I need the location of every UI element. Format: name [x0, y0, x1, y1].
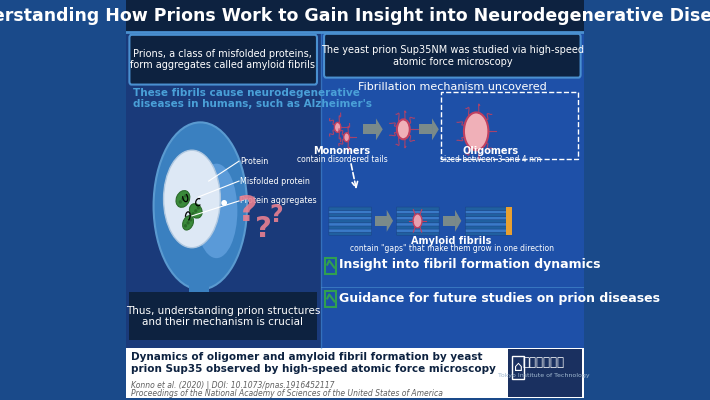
- Text: ?: ?: [255, 215, 272, 243]
- Bar: [420, 124, 432, 134]
- Text: Prions, a class of misfolded proteins,
form aggregates called amyloid fibrils: Prions, a class of misfolded proteins, f…: [131, 49, 315, 70]
- FancyBboxPatch shape: [329, 232, 371, 235]
- Polygon shape: [432, 118, 439, 140]
- FancyBboxPatch shape: [324, 34, 581, 78]
- FancyBboxPatch shape: [329, 220, 371, 223]
- FancyBboxPatch shape: [329, 216, 371, 220]
- FancyBboxPatch shape: [466, 216, 508, 220]
- Ellipse shape: [189, 218, 192, 222]
- FancyBboxPatch shape: [466, 210, 508, 214]
- Ellipse shape: [192, 212, 195, 216]
- Circle shape: [464, 112, 488, 150]
- Ellipse shape: [153, 122, 247, 290]
- FancyBboxPatch shape: [397, 213, 439, 217]
- Text: contain disordered tails: contain disordered tails: [297, 155, 388, 164]
- Bar: [126, 348, 584, 398]
- Text: ?: ?: [269, 203, 283, 227]
- Bar: [126, 32, 321, 348]
- Ellipse shape: [195, 209, 197, 213]
- FancyBboxPatch shape: [466, 226, 508, 229]
- FancyBboxPatch shape: [397, 210, 439, 214]
- Text: Dynamics of oligomer and amyloid fibril formation by yeast
prion Sup35 observed : Dynamics of oligomer and amyloid fibril …: [131, 352, 496, 374]
- Ellipse shape: [176, 191, 190, 207]
- Polygon shape: [376, 118, 383, 140]
- Ellipse shape: [163, 150, 220, 248]
- Circle shape: [413, 214, 422, 228]
- Ellipse shape: [187, 221, 190, 224]
- FancyBboxPatch shape: [329, 207, 371, 210]
- FancyBboxPatch shape: [466, 213, 508, 217]
- FancyBboxPatch shape: [329, 210, 371, 214]
- Text: Proceedings of the National Academy of Sciences of the United States of America: Proceedings of the National Academy of S…: [131, 389, 443, 398]
- Ellipse shape: [179, 200, 182, 204]
- Text: Fibrillation mechanism uncovered: Fibrillation mechanism uncovered: [358, 82, 547, 92]
- FancyBboxPatch shape: [397, 226, 439, 229]
- Bar: [364, 124, 376, 134]
- FancyBboxPatch shape: [329, 229, 371, 232]
- Ellipse shape: [197, 206, 200, 210]
- Ellipse shape: [184, 194, 187, 198]
- Text: Thus, understanding prion structures
and their mechanism is crucial: Thus, understanding prion structures and…: [126, 306, 320, 327]
- Bar: [321, 32, 584, 348]
- FancyBboxPatch shape: [329, 213, 371, 217]
- Text: Protein aggregates: Protein aggregates: [240, 196, 317, 206]
- Text: The yeast prion Sup35NM was studied via high-speed
atomic force microscopy: The yeast prion Sup35NM was studied via …: [321, 45, 584, 66]
- Bar: [506, 207, 513, 235]
- Bar: [443, 216, 455, 226]
- Ellipse shape: [190, 204, 202, 218]
- Text: Insight into fibril formation dynamics: Insight into fibril formation dynamics: [339, 258, 601, 271]
- Ellipse shape: [181, 197, 185, 201]
- Polygon shape: [455, 210, 462, 232]
- Text: Konno et al. (2020) | DOI: 10.1073/pnas.1916452117: Konno et al. (2020) | DOI: 10.1073/pnas.…: [131, 381, 335, 390]
- Bar: [126, 0, 584, 32]
- FancyBboxPatch shape: [466, 207, 508, 210]
- Bar: [375, 216, 387, 226]
- Polygon shape: [387, 210, 393, 232]
- FancyBboxPatch shape: [466, 232, 508, 235]
- FancyBboxPatch shape: [397, 220, 439, 223]
- Circle shape: [397, 119, 410, 139]
- FancyBboxPatch shape: [397, 229, 439, 232]
- FancyBboxPatch shape: [397, 207, 439, 210]
- FancyBboxPatch shape: [466, 222, 508, 226]
- FancyBboxPatch shape: [329, 226, 371, 229]
- Text: sized between 3 and 4 nm: sized between 3 and 4 nm: [439, 155, 541, 164]
- Bar: [189, 249, 209, 294]
- FancyBboxPatch shape: [397, 232, 439, 235]
- FancyBboxPatch shape: [397, 216, 439, 220]
- Text: Protein: Protein: [240, 157, 268, 166]
- Text: Misfolded protein: Misfolded protein: [240, 176, 310, 186]
- Text: contain "gaps" that make them grow in one direction: contain "gaps" that make them grow in on…: [350, 244, 554, 253]
- Ellipse shape: [222, 200, 227, 206]
- Text: ?: ?: [237, 194, 258, 228]
- Text: 東京工業大学: 東京工業大学: [523, 356, 565, 369]
- Ellipse shape: [182, 216, 194, 230]
- Text: Monomers: Monomers: [314, 146, 371, 156]
- Bar: [321, 253, 584, 342]
- Text: Amyloid fibrils: Amyloid fibrils: [412, 236, 492, 246]
- FancyBboxPatch shape: [329, 222, 371, 226]
- Text: Guidance for future studies on prion diseases: Guidance for future studies on prion dis…: [339, 292, 660, 305]
- Text: These fibrils cause neurodegenerative
diseases in humans, such as Alzheimer's: These fibrils cause neurodegenerative di…: [133, 88, 371, 109]
- FancyBboxPatch shape: [466, 220, 508, 223]
- Ellipse shape: [195, 164, 237, 258]
- Circle shape: [334, 122, 341, 132]
- Ellipse shape: [184, 224, 187, 228]
- Text: Oligomers: Oligomers: [462, 146, 518, 156]
- FancyBboxPatch shape: [129, 35, 317, 84]
- Text: ⌂: ⌂: [514, 360, 523, 374]
- Bar: [129, 292, 317, 340]
- FancyBboxPatch shape: [397, 222, 439, 226]
- Bar: [508, 349, 582, 397]
- FancyBboxPatch shape: [466, 229, 508, 232]
- Text: Tokyo Institute of Technology: Tokyo Institute of Technology: [498, 372, 590, 378]
- Text: Understanding How Prions Work to Gain Insight into Neurodegenerative Diseases: Understanding How Prions Work to Gain In…: [0, 7, 710, 25]
- Circle shape: [344, 133, 349, 142]
